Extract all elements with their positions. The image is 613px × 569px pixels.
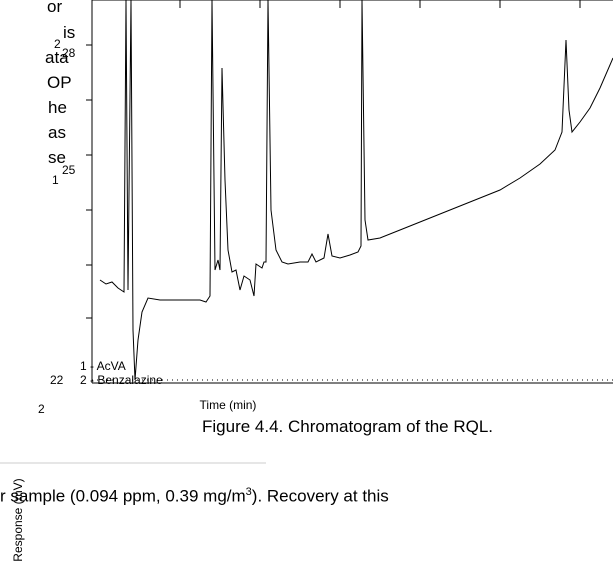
text-fragment: or xyxy=(47,0,62,16)
body-text: r sample (0.094 ppm, 0.39 mg/m3). Recove… xyxy=(0,486,389,507)
text-fragment: se xyxy=(48,148,66,167)
text-fragment: 25 xyxy=(62,163,76,177)
y-axis-label: Response (mV) xyxy=(11,478,25,561)
plot-frame xyxy=(86,0,613,384)
figure-caption: Figure 4.4. Chromatogram of the RQL. xyxy=(202,417,493,436)
text-fragment: ata xyxy=(45,48,69,67)
text-fragment: 28 xyxy=(62,46,76,60)
superscript: 3 xyxy=(245,486,252,498)
x-axis-label: Time (min) xyxy=(200,398,257,412)
text-fragment: 1 xyxy=(52,173,59,187)
text-fragment: 22 xyxy=(50,373,64,387)
text-fragment: as xyxy=(48,123,66,142)
text-fragment: OP xyxy=(47,73,72,92)
peak-label: 2 - Benzalazine xyxy=(80,373,163,387)
chromatogram-trace xyxy=(99,0,613,381)
text: ). Recovery at this xyxy=(251,486,389,506)
text-fragment: is xyxy=(63,23,75,42)
peak-label: 1 - AcVA xyxy=(80,359,126,373)
text-fragment: 2 xyxy=(38,402,45,416)
text-fragment: 2 xyxy=(54,37,61,51)
text-fragment: he xyxy=(48,98,67,117)
text: r sample (0.094 ppm, 0.39 mg/m xyxy=(0,486,246,506)
